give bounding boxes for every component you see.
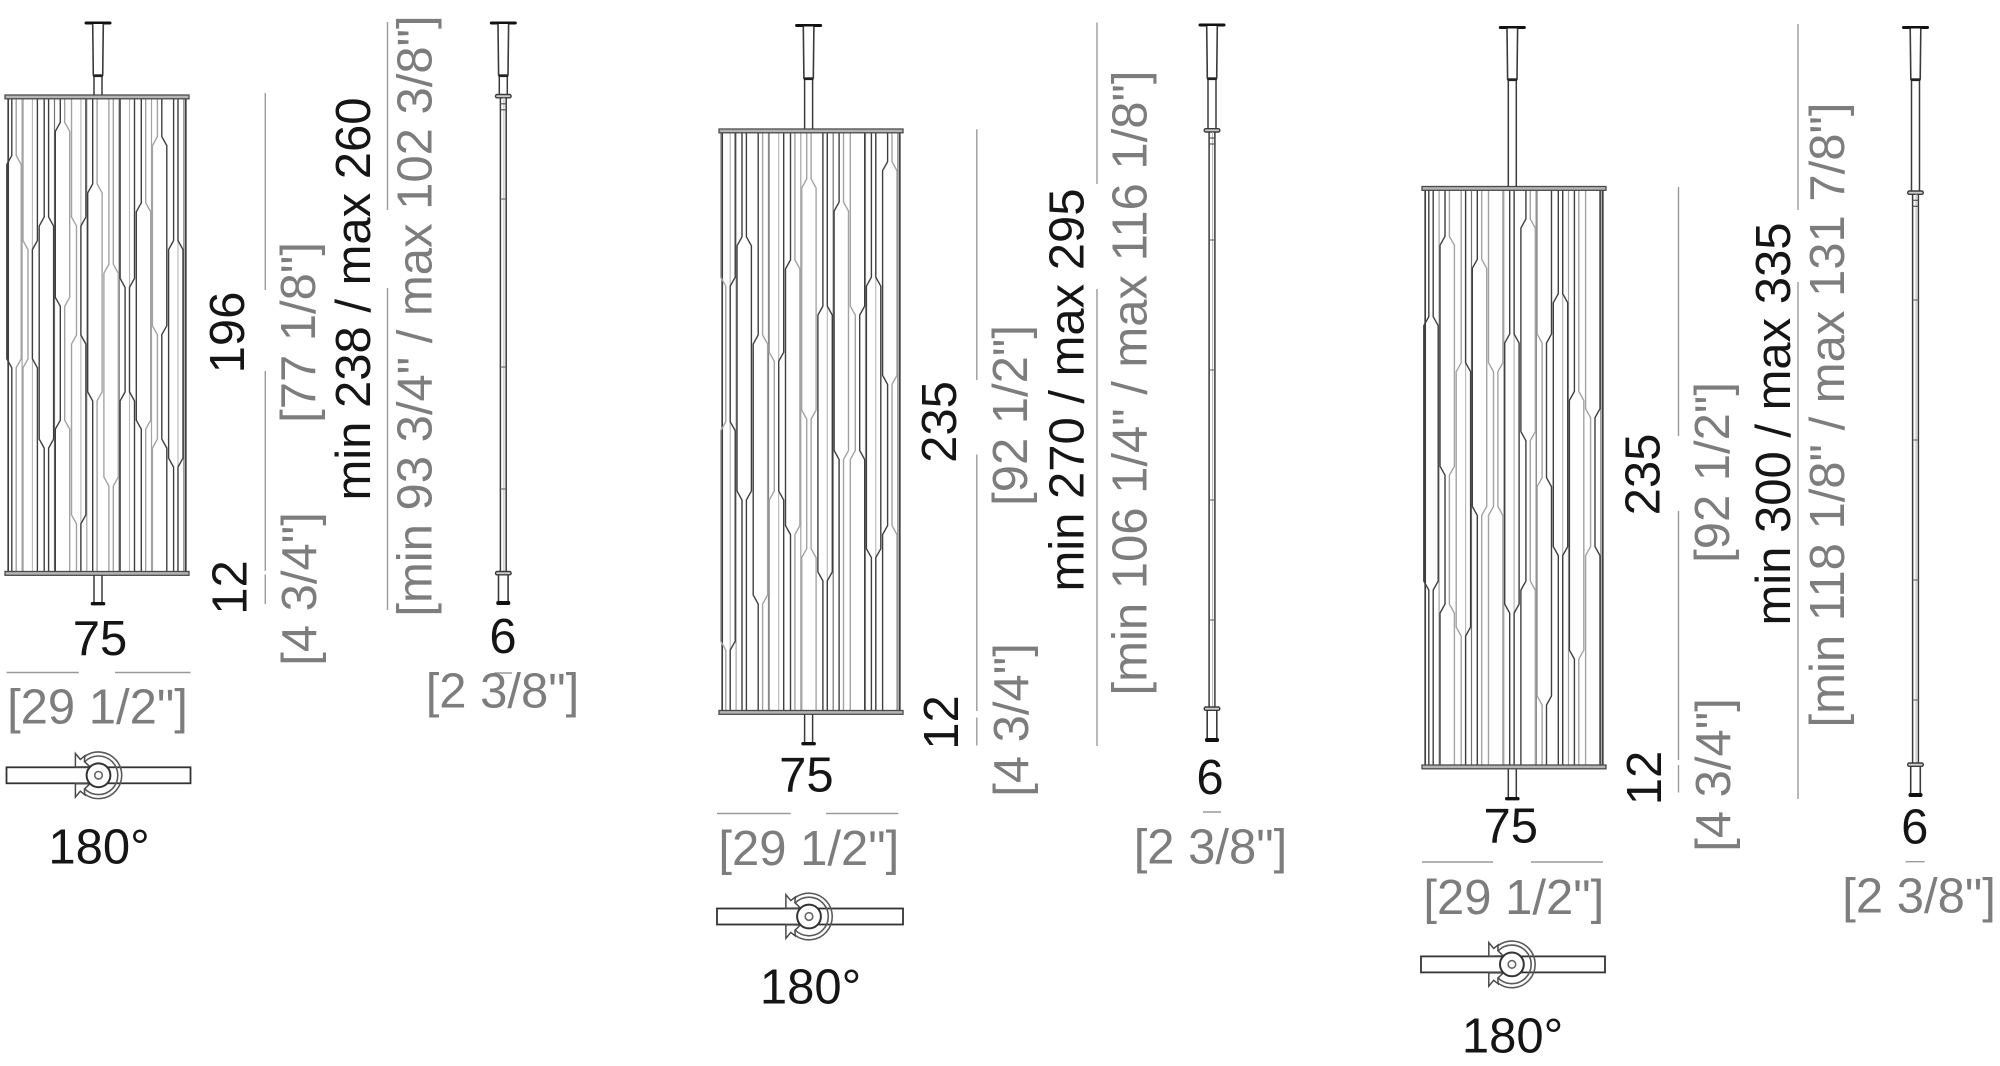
svg-text:[92 1/2"]: [92 1/2"]: [984, 325, 1038, 506]
svg-text:[2 3/8"]: [2 3/8"]: [1842, 869, 1996, 923]
svg-text:235: 235: [913, 381, 967, 463]
svg-text:12: 12: [915, 695, 969, 750]
svg-text:180°: 180°: [1462, 1010, 1563, 1064]
svg-text:min 238 / max 260: min 238 / max 260: [327, 97, 381, 500]
svg-text:[2 3/8"]: [2 3/8"]: [426, 665, 580, 719]
svg-text:180°: 180°: [760, 961, 861, 1015]
svg-text:6: 6: [1196, 751, 1223, 805]
svg-text:[77 1/8"]: [77 1/8"]: [272, 242, 326, 423]
svg-text:75: 75: [73, 612, 128, 666]
svg-text:[29 1/2"]: [29 1/2"]: [718, 822, 899, 876]
svg-text:75: 75: [1483, 799, 1538, 853]
svg-text:[min 118 1/8" / max 131 7/8"]: [min 118 1/8" / max 131 7/8"]: [1801, 103, 1855, 728]
svg-text:min 300 / max 335: min 300 / max 335: [1747, 222, 1801, 625]
svg-text:[92 1/2"]: [92 1/2"]: [1686, 382, 1740, 563]
svg-text:[min 93 3/4" / max 102 3/8"]: [min 93 3/4" / max 102 3/8"]: [389, 15, 443, 616]
svg-text:235: 235: [1617, 434, 1671, 516]
svg-text:180°: 180°: [48, 821, 149, 875]
svg-text:[29 1/2"]: [29 1/2"]: [1423, 871, 1604, 925]
svg-text:12: 12: [1618, 751, 1672, 806]
svg-text:75: 75: [779, 748, 834, 802]
svg-text:6: 6: [1901, 801, 1928, 855]
svg-text:12: 12: [204, 560, 258, 615]
svg-text:[29 1/2"]: [29 1/2"]: [7, 680, 188, 734]
svg-text:[4 3/4"]: [4 3/4"]: [985, 643, 1039, 797]
svg-text:[2 3/8"]: [2 3/8"]: [1134, 821, 1288, 875]
svg-text:min 270 / max 295: min 270 / max 295: [1041, 188, 1095, 591]
svg-text:[min 106 1/4" / max 116 1/8"]: [min 106 1/4" / max 116 1/8"]: [1104, 71, 1158, 696]
svg-text:196: 196: [201, 292, 255, 374]
svg-text:6: 6: [489, 610, 516, 664]
svg-text:[4 3/4"]: [4 3/4"]: [273, 512, 327, 666]
svg-text:[4 3/4"]: [4 3/4"]: [1687, 698, 1741, 852]
